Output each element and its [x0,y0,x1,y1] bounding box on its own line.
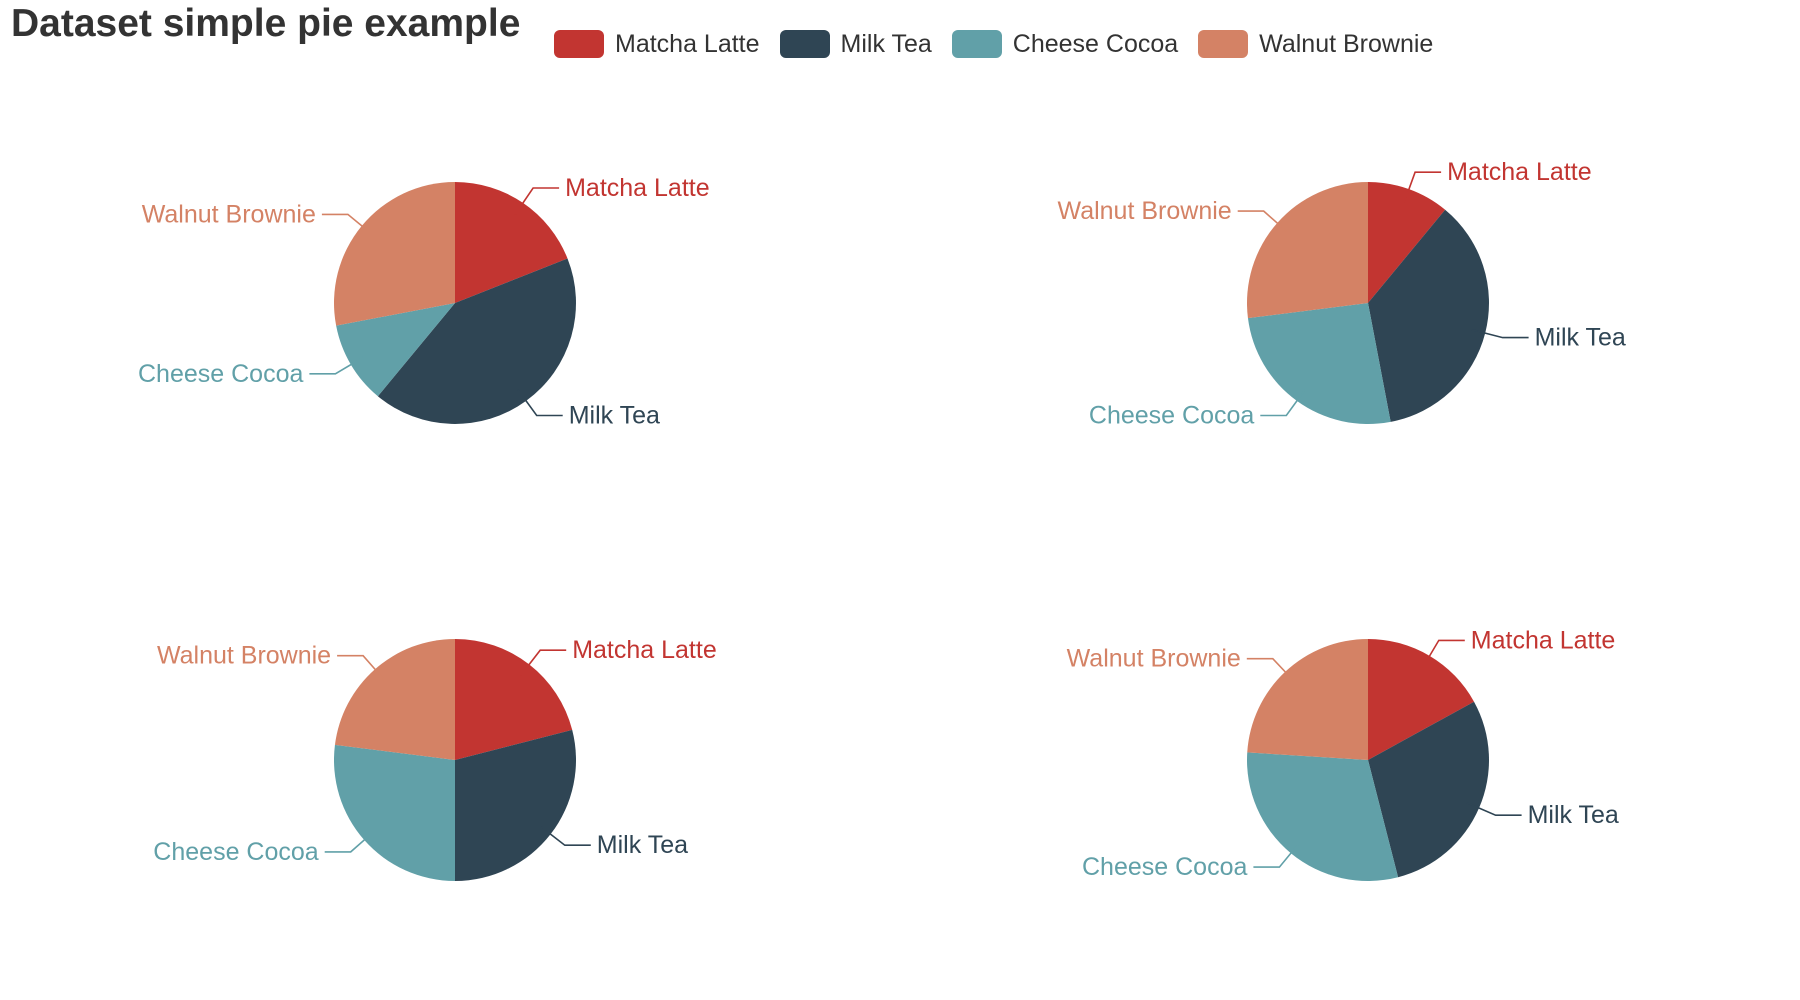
label-guide-line [324,830,376,853]
slice-label-milk-tea: Milk Tea [1528,801,1619,829]
slice-label-milk-tea: Milk Tea [1535,324,1626,352]
slice-label-cheese-cocoa: Cheese Cocoa [138,360,303,388]
pie-slice-matcha-latte[interactable] [1368,639,1475,760]
pie-slice-walnut-brownie[interactable] [334,639,455,760]
slice-label-cheese-cocoa: Cheese Cocoa [1082,853,1247,881]
slice-label-walnut-brownie: Walnut Brownie [1058,197,1232,225]
label-guide-line [321,213,374,236]
legend-label: Matcha Latte [615,29,760,58]
label-guide-line [1471,328,1529,339]
pie-slice-walnut-brownie[interactable] [1247,639,1368,760]
legend-item-matcha-latte[interactable]: Matcha Latte [554,30,760,59]
label-guide-line [1260,389,1306,417]
pie-slice-matcha-latte[interactable] [1368,182,1446,303]
slice-label-matcha-latte: Matcha Latte [572,636,717,664]
slice-label-matcha-latte: Matcha Latte [1447,158,1592,186]
label-guide-line [539,824,591,847]
label-guide-line [514,187,560,215]
pie-slice-cheese-cocoa[interactable] [1247,303,1391,425]
pie-slice-milk-tea[interactable] [1368,209,1490,422]
legend-swatch [951,30,1002,58]
pie-slice-cheese-cocoa[interactable] [333,744,455,881]
legend-swatch [554,30,604,58]
pie-chart-3: Matcha Latte Milk Tea Cheese Cocoa Walnut B… [153,636,717,881]
legend-label: Cheese Cocoa [1012,29,1179,58]
pie-slice-matcha-latte[interactable] [455,182,568,303]
slice-label-walnut-brownie: Walnut Brownie [157,642,331,670]
label-guide-line [1465,801,1522,817]
legend-item-cheese-cocoa[interactable]: Cheese Cocoa [951,29,1179,59]
pie-chart-2: Matcha Latte Milk Tea Cheese Cocoa Walnut B… [1058,158,1626,429]
legend-swatch [1198,30,1249,58]
slice-label-cheese-cocoa: Cheese Cocoa [1089,402,1254,430]
pie-slice-walnut-brownie[interactable] [333,182,455,326]
pie-slice-cheese-cocoa[interactable] [336,303,455,397]
legend-item-milk-tea[interactable]: Milk Tea [779,29,932,59]
legend: Matcha Latte Milk Tea Cheese Cocoa Walnu… [554,26,1453,62]
label-guide-line [309,356,364,375]
slice-label-cheese-cocoa: Cheese Cocoa [153,838,318,866]
pie-chart-4: Matcha Latte Milk Tea Cheese Cocoa Walnut B… [1067,626,1619,881]
label-guide-line [517,389,563,417]
pie-slice-milk-tea[interactable] [377,258,576,424]
legend-label: Walnut Brownie [1259,29,1434,58]
label-guide-line [337,654,385,681]
pie-slice-matcha-latte[interactable] [455,639,573,760]
label-guide-line [1253,841,1301,868]
pie-slice-cheese-cocoa[interactable] [1247,752,1399,882]
pie-slice-milk-tea[interactable] [455,729,577,881]
pie-chart-1: Matcha Latte Milk Tea Cheese Cocoa Walnut B… [138,174,710,430]
pie-slice-milk-tea[interactable] [1368,701,1489,878]
slice-label-matcha-latte: Matcha Latte [1471,626,1616,654]
pie-slice-walnut-brownie[interactable] [1246,182,1368,319]
chart-title: Dataset simple pie example [11,2,521,45]
slice-label-matcha-latte: Matcha Latte [565,174,710,202]
label-guide-line [1237,210,1289,233]
label-guide-line [1403,171,1442,203]
label-guide-line [1246,657,1296,683]
slice-label-walnut-brownie: Walnut Brownie [1067,645,1241,673]
legend-label: Milk Tea [840,29,932,58]
label-guide-line [1421,639,1465,669]
label-guide-line [519,649,567,676]
slice-label-milk-tea: Milk Tea [569,402,660,430]
slice-label-walnut-brownie: Walnut Brownie [142,200,316,228]
legend-item-walnut-brownie[interactable]: Walnut Brownie [1198,30,1433,59]
slice-label-milk-tea: Milk Tea [597,831,688,859]
legend-swatch [779,30,830,58]
